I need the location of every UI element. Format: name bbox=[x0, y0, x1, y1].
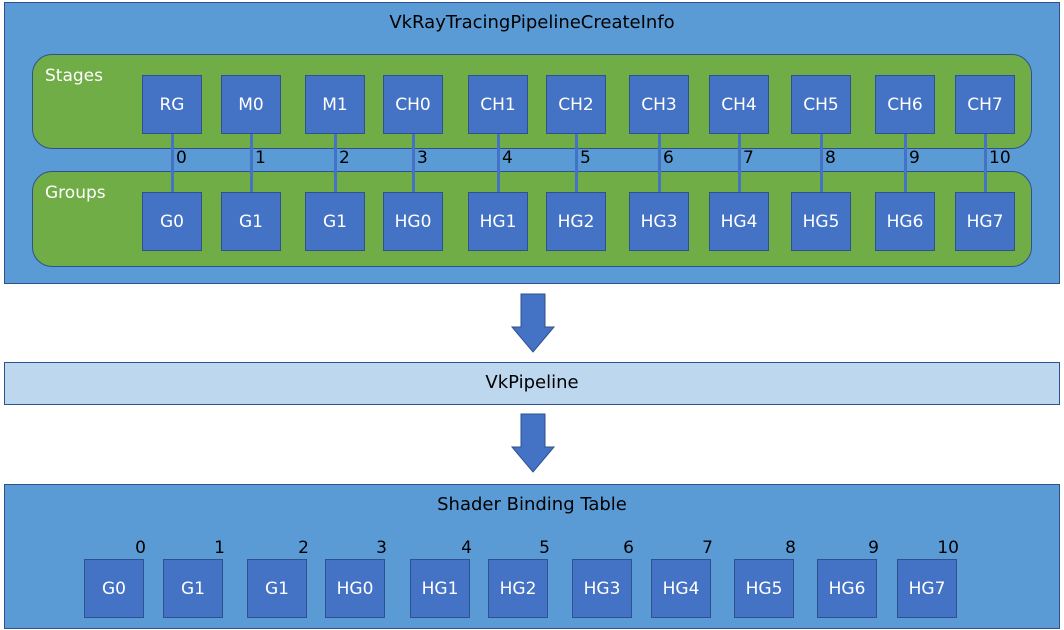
stage-node: CH1 bbox=[468, 75, 528, 134]
stage-node: M0 bbox=[221, 75, 281, 134]
group-node: HG7 bbox=[955, 192, 1015, 251]
group-node: HG6 bbox=[875, 192, 935, 251]
sbt-entry: HG1 bbox=[410, 559, 470, 618]
connector-line bbox=[171, 133, 174, 193]
connector-line bbox=[820, 133, 823, 193]
group-node: HG0 bbox=[383, 192, 443, 251]
sbt-index-label: 4 bbox=[461, 538, 472, 558]
sbt-entry: HG0 bbox=[325, 559, 385, 618]
group-node: HG2 bbox=[546, 192, 606, 251]
connector-line bbox=[658, 133, 661, 193]
sbt-entry: HG6 bbox=[817, 559, 877, 618]
arrow-down-icon bbox=[510, 293, 556, 353]
group-node: G0 bbox=[142, 192, 202, 251]
sbt-index-label: 8 bbox=[785, 538, 796, 558]
index-label: 3 bbox=[417, 148, 428, 168]
sbt-index-label: 9 bbox=[868, 538, 879, 558]
sbt-entry: HG4 bbox=[651, 559, 711, 618]
group-node: HG1 bbox=[468, 192, 528, 251]
arrow-down-icon bbox=[510, 413, 556, 473]
sbt-index-label: 10 bbox=[937, 538, 959, 558]
index-label: 9 bbox=[909, 148, 920, 168]
connector-line bbox=[904, 133, 907, 193]
index-label: 1 bbox=[255, 148, 266, 168]
sbt-entry: HG3 bbox=[572, 559, 632, 618]
sbt-entry: HG7 bbox=[897, 559, 957, 618]
groups-label: Groups bbox=[45, 183, 106, 203]
connector-line bbox=[497, 133, 500, 193]
group-node: HG3 bbox=[629, 192, 689, 251]
connector-line bbox=[984, 133, 987, 193]
stage-node: CH6 bbox=[875, 75, 935, 134]
connector-line bbox=[738, 133, 741, 193]
stage-node: CH5 bbox=[791, 75, 851, 134]
connector-line bbox=[575, 133, 578, 193]
sbt-title: Shader Binding Table bbox=[437, 494, 627, 515]
stage-node: CH4 bbox=[709, 75, 769, 134]
stage-node: CH3 bbox=[629, 75, 689, 134]
stage-node: CH7 bbox=[955, 75, 1015, 134]
connector-line bbox=[334, 133, 337, 193]
stage-node: RG bbox=[142, 75, 202, 134]
sbt-entry: G1 bbox=[247, 559, 307, 618]
index-label: 10 bbox=[989, 148, 1011, 168]
pipeline-title: VkPipeline bbox=[485, 372, 579, 393]
stage-node: M1 bbox=[305, 75, 365, 134]
sbt-index-label: 1 bbox=[214, 538, 225, 558]
sbt-index-label: 3 bbox=[376, 538, 387, 558]
sbt-entry: HG5 bbox=[734, 559, 794, 618]
sbt-entry: G0 bbox=[84, 559, 144, 618]
group-node: G1 bbox=[305, 192, 365, 251]
connector-line bbox=[250, 133, 253, 193]
connector-line bbox=[412, 133, 415, 193]
index-label: 2 bbox=[339, 148, 350, 168]
group-node: HG4 bbox=[709, 192, 769, 251]
stages-label: Stages bbox=[45, 66, 103, 86]
group-node: G1 bbox=[221, 192, 281, 251]
index-label: 7 bbox=[743, 148, 754, 168]
pipeline-box bbox=[4, 362, 1060, 405]
sbt-entry: HG2 bbox=[488, 559, 548, 618]
sbt-index-label: 7 bbox=[702, 538, 713, 558]
sbt-index-label: 2 bbox=[298, 538, 309, 558]
sbt-index-label: 6 bbox=[623, 538, 634, 558]
create-info-title: VkRayTracingPipelineCreateInfo bbox=[389, 12, 675, 33]
group-node: HG5 bbox=[791, 192, 851, 251]
index-label: 8 bbox=[825, 148, 836, 168]
index-label: 5 bbox=[580, 148, 591, 168]
index-label: 4 bbox=[502, 148, 513, 168]
index-label: 0 bbox=[176, 148, 187, 168]
sbt-index-label: 5 bbox=[539, 538, 550, 558]
stage-node: CH2 bbox=[546, 75, 606, 134]
sbt-entry: G1 bbox=[163, 559, 223, 618]
stage-node: CH0 bbox=[383, 75, 443, 134]
sbt-index-label: 0 bbox=[135, 538, 146, 558]
index-label: 6 bbox=[663, 148, 674, 168]
